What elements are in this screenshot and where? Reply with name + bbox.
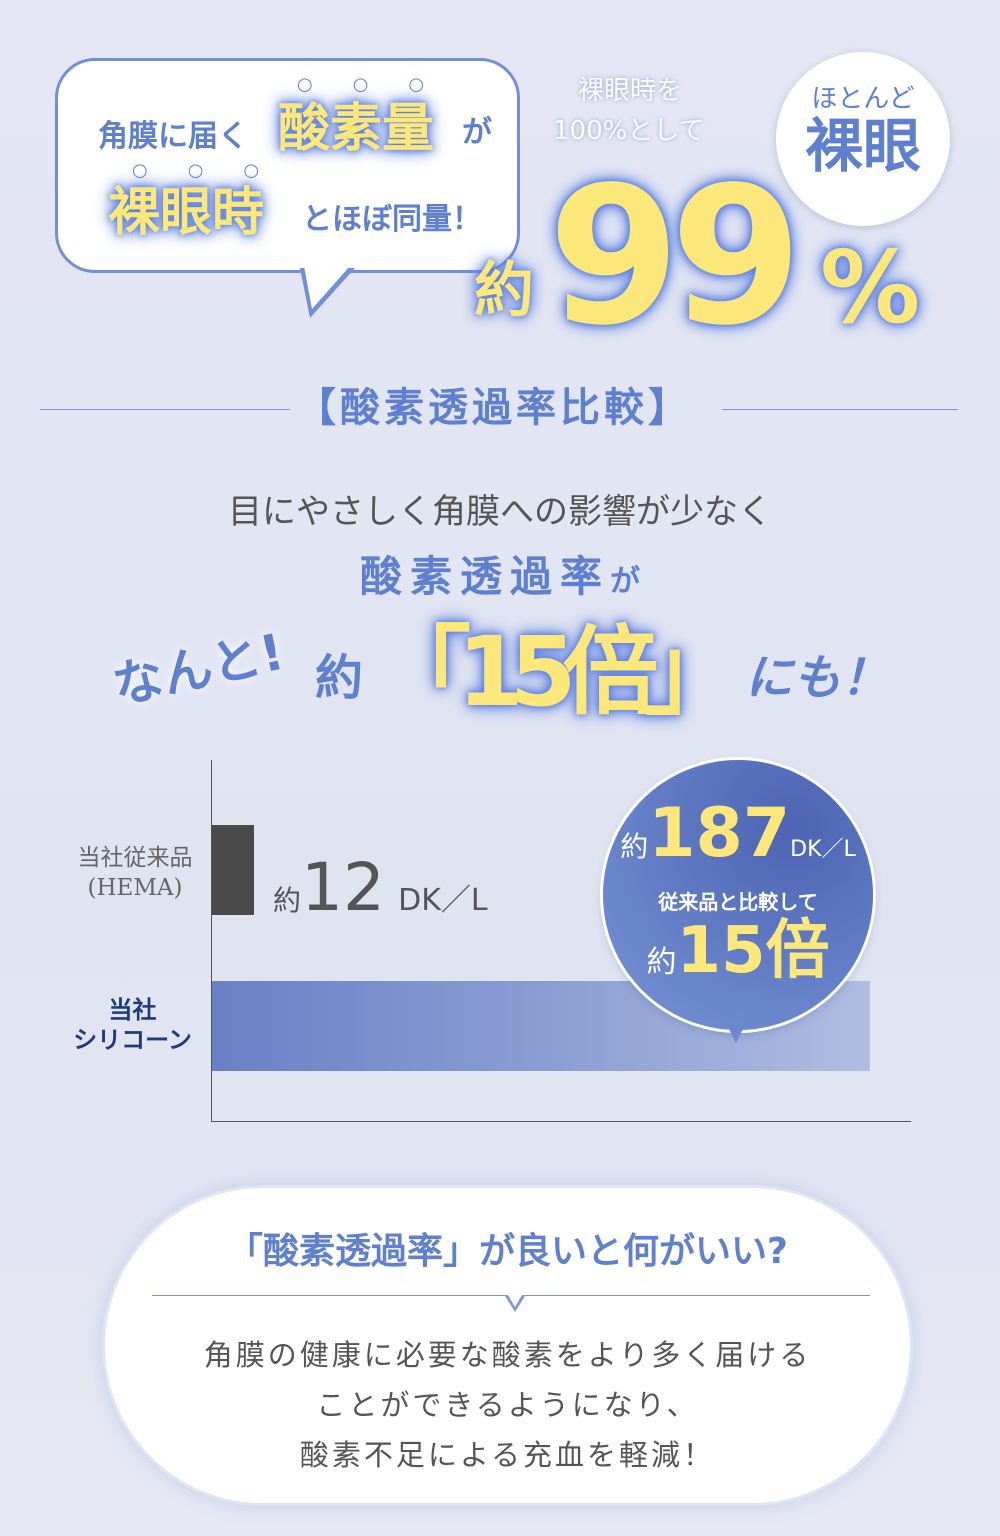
callout-approx: 約 [620, 830, 649, 863]
emphasis-dots: ○○○ [297, 74, 465, 95]
section-title: 【酸素透過率比較】 [296, 384, 692, 431]
category-label-silicone: 当社 シリコーン [55, 995, 210, 1055]
bar-hema [212, 825, 255, 915]
callout-ratio: 15倍 [676, 914, 830, 988]
emphasis-dots: ○○○ [132, 160, 300, 181]
speech-bubble [55, 58, 520, 273]
hero-unit: % [820, 229, 921, 346]
bubble-text: とほぼ同量！ [302, 202, 482, 237]
callout-ratio-approx: 約 [646, 945, 677, 980]
note-text: 100%として [553, 116, 705, 146]
callout-compare: 従来品と比較して [658, 890, 818, 914]
lead-text: 目にやさしく角膜への影響が少なく [228, 492, 772, 532]
note-text: 裸眼時を [578, 76, 683, 106]
y-axis [211, 760, 212, 1122]
x-axis [211, 1121, 911, 1122]
faq-answer: 角膜の健康に必要な酸素をより多く届ける ことができるようになり、 酸素不足による… [105, 1330, 910, 1480]
bubble-emphasis: 裸眼時 [108, 183, 265, 243]
approx-label: 約 [315, 650, 364, 706]
category-label-line: (HEMA) [87, 875, 183, 901]
subheading-post: が [610, 564, 640, 599]
faq-answer-line: 角膜の健康に必要な酸素をより多く届ける [203, 1338, 812, 1372]
exclaim-text: なんと! [107, 622, 289, 716]
hero-value: 99 [548, 146, 802, 367]
badge-text: ほとんど [811, 84, 915, 114]
faq-answer-line: ことができるようになり、 [316, 1388, 699, 1422]
callout-tail [727, 1025, 745, 1043]
value-approx: 約 [273, 884, 302, 917]
bubble-text: 角膜に届く [98, 119, 248, 154]
value-number: 12 [301, 849, 385, 926]
subheading-emphasis: 酸素透過率 [359, 552, 610, 601]
bubble-text: が [462, 115, 492, 150]
category-label-line: 当社従来品 [77, 845, 193, 871]
badge-title: 裸眼 [804, 112, 921, 180]
callout-value: 187 [648, 794, 791, 873]
value-unit: DK／L [398, 883, 488, 918]
faq-card [105, 1188, 910, 1503]
callout-unit: DK／L [790, 837, 856, 862]
divider [722, 409, 958, 410]
faq-question: 「酸素透過率」が良いと何がいい? [227, 1231, 788, 1272]
category-label-line: シリコーン [73, 1025, 192, 1054]
value-label-hema: 約12 DK／L [273, 850, 488, 943]
approx-label: 約 [474, 256, 534, 326]
faq-answer-line: 酸素不足による充血を軽減！ [299, 1438, 716, 1472]
bubble-emphasis: 酸素量 [278, 99, 435, 159]
category-label-line: 当社 [108, 995, 157, 1024]
callout-bubble: 約187DK／L 従来品と比較して 約15倍 [603, 760, 873, 1030]
subheading: 酸素透過率が [0, 552, 1000, 611]
category-label-hema: 当社従来品 (HEMA) [60, 843, 210, 903]
naked-eye-badge: ほとんど 裸眼 [776, 52, 950, 226]
divider [40, 409, 290, 410]
headline-tail: にも！ [745, 650, 890, 706]
ratio-headline: 「15倍」 [375, 616, 741, 728]
